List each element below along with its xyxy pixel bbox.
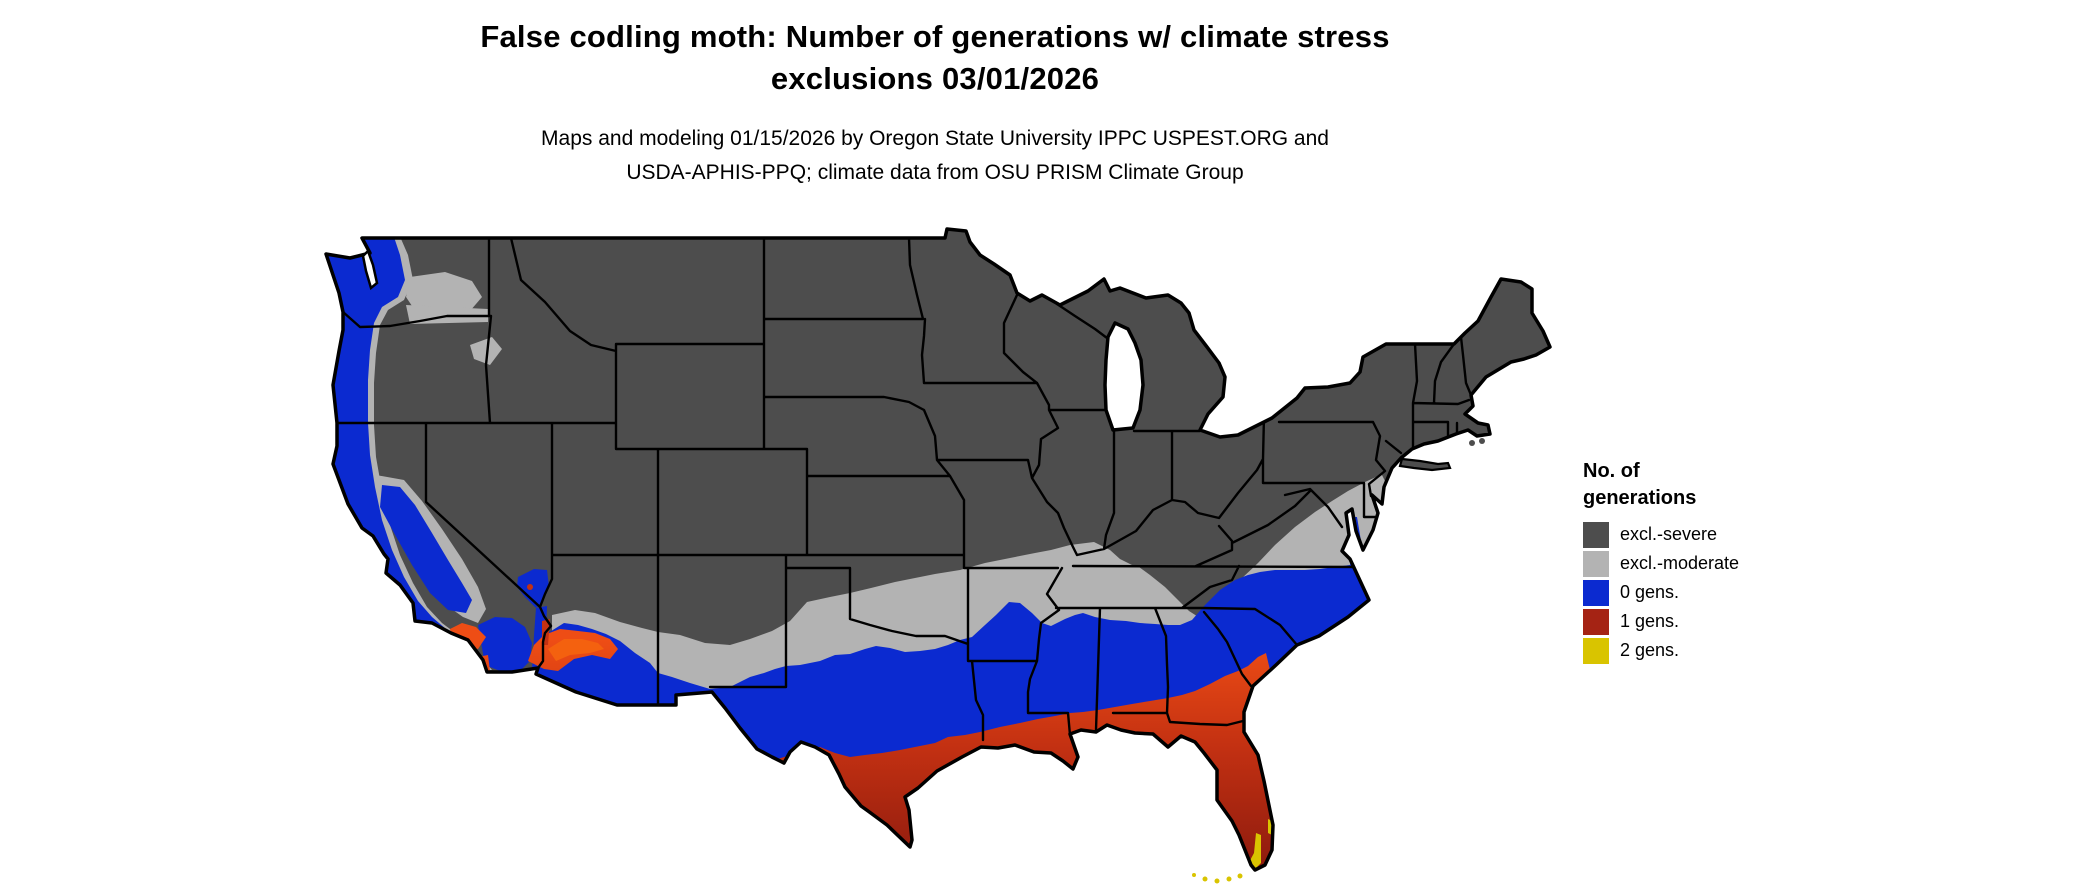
legend-label-zero-gens: 0 gens. bbox=[1620, 582, 1680, 602]
patch-one-channel-island bbox=[439, 649, 445, 655]
legend-row-two-gens: 2 gens. bbox=[1583, 636, 1739, 665]
florida-keys bbox=[1192, 873, 1243, 884]
legend-swatch-severe bbox=[1583, 521, 1609, 548]
patch-zero-central-valley bbox=[380, 485, 472, 613]
title-line-1: False codling moth: Number of generation… bbox=[480, 19, 1390, 54]
island-nantucket bbox=[1479, 438, 1485, 444]
state-borders bbox=[335, 236, 1473, 742]
legend: No. of generations excl.-severe excl.-mo… bbox=[1583, 458, 1739, 665]
legend-items: excl.-severe excl.-moderate 0 gens. 1 ge… bbox=[1583, 520, 1739, 665]
subtitle-line-1: Maps and modeling 01/15/2026 by Oregon S… bbox=[541, 127, 1329, 150]
puget-sound bbox=[361, 248, 379, 291]
legend-row-zero-gens: 0 gens. bbox=[1583, 578, 1739, 607]
map-title: False codling moth: Number of generation… bbox=[0, 16, 1870, 100]
patch-one-channel-island bbox=[414, 638, 420, 644]
legend-swatch-zero-gens bbox=[1583, 579, 1609, 606]
legend-title-line-2: generations bbox=[1583, 487, 1697, 509]
legend-label-moderate: excl.-moderate bbox=[1620, 553, 1740, 573]
long-island bbox=[1398, 457, 1452, 472]
legend-row-one-gen: 1 gens. bbox=[1583, 607, 1739, 636]
keys-dot bbox=[1226, 876, 1232, 882]
patch-one-phoenix-core bbox=[548, 639, 604, 661]
legend-swatch-one-gen bbox=[1583, 608, 1609, 635]
island-marthas-vineyard bbox=[1469, 440, 1475, 446]
us-base-severe bbox=[326, 229, 1550, 870]
us-map-svg bbox=[324, 227, 1552, 884]
keys-dot bbox=[1237, 873, 1243, 879]
keys-dot bbox=[1202, 876, 1208, 882]
legend-swatch-two-gens bbox=[1583, 637, 1609, 664]
subtitle-line-2: USDA-APHIS-PPQ; climate data from OSU PR… bbox=[626, 161, 1244, 184]
legend-swatch-moderate bbox=[1583, 550, 1609, 577]
legend-label-severe: excl.-severe bbox=[1620, 524, 1718, 544]
title-line-2: exclusions 03/01/2026 bbox=[770, 61, 1100, 96]
legend-row-moderate: excl.-moderate bbox=[1583, 549, 1739, 578]
legend-label-one-gen: 1 gens. bbox=[1620, 611, 1680, 631]
patch-zero-socal-inland bbox=[478, 617, 532, 671]
legend-row-severe: excl.-severe bbox=[1583, 520, 1739, 549]
patch-zero-southern-nevada bbox=[517, 569, 549, 608]
map-subtitle: Maps and modeling 01/15/2026 by Oregon S… bbox=[0, 122, 1870, 190]
patch-one-las-vegas bbox=[527, 584, 533, 590]
patch-one-channel-island bbox=[427, 644, 433, 650]
keys-dot bbox=[1214, 878, 1220, 884]
keys-dot bbox=[1192, 873, 1196, 877]
legend-label-two-gens: 2 gens. bbox=[1620, 640, 1680, 660]
patch-moderate-snake-valley bbox=[470, 337, 502, 365]
us-choropleth-map bbox=[320, 225, 1560, 885]
legend-title-line-1: No. of bbox=[1583, 460, 1640, 482]
